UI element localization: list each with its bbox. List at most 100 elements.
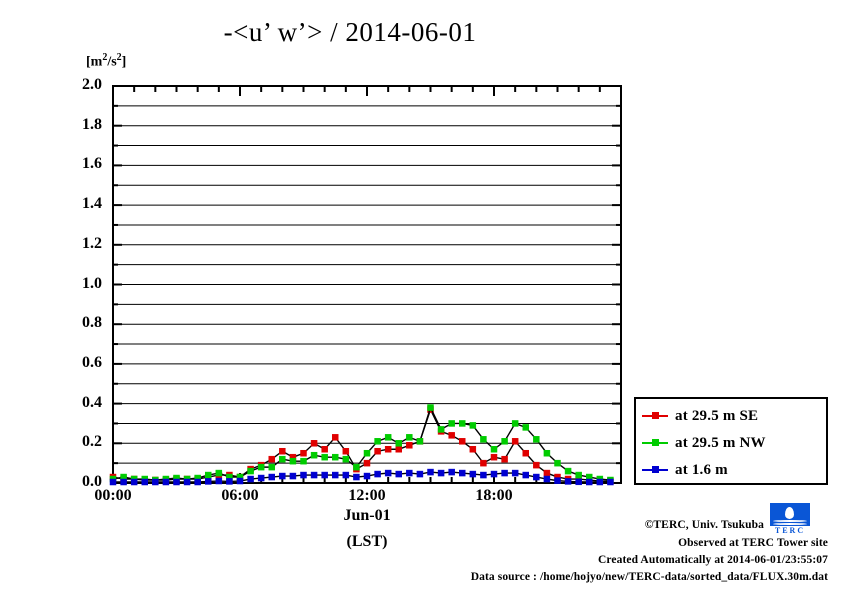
data-point xyxy=(575,478,582,486)
data-point xyxy=(586,478,593,486)
data-point xyxy=(543,449,551,457)
data-point xyxy=(533,436,540,443)
data-point xyxy=(395,470,402,478)
data-point xyxy=(342,471,350,479)
data-point xyxy=(342,447,350,455)
data-point xyxy=(564,478,572,485)
data-point xyxy=(279,447,286,455)
data-point xyxy=(141,478,148,486)
data-point xyxy=(300,471,307,479)
x-tick-label: 18:00 xyxy=(475,487,513,504)
data-point xyxy=(268,463,275,471)
x-axis-timezone-caption: (LST) xyxy=(346,533,388,550)
data-point xyxy=(575,471,582,479)
data-point xyxy=(459,438,466,445)
water-drop-icon xyxy=(785,507,794,519)
data-point xyxy=(511,420,519,427)
data-point xyxy=(554,459,561,467)
footer-copyright: ©TERC, Univ. Tsukuba xyxy=(644,519,764,531)
data-point xyxy=(448,468,455,476)
data-point xyxy=(543,475,551,483)
data-point xyxy=(543,469,551,477)
data-point xyxy=(490,453,498,461)
data-point xyxy=(607,478,614,486)
data-point xyxy=(374,470,381,478)
data-point xyxy=(279,472,286,480)
legend-label-1: at 29.5 m NW xyxy=(675,434,766,451)
data-point xyxy=(480,459,487,467)
data-point xyxy=(183,478,191,486)
legend-label-2: at 1.6 m xyxy=(675,461,728,478)
data-point xyxy=(522,449,529,457)
data-point xyxy=(459,420,466,427)
legend: at 29.5 m SE at 29.5 m NW at 1.6 m xyxy=(634,397,828,485)
y-tick-label: 1.6 xyxy=(82,155,102,173)
x-tick-label: 12:00 xyxy=(348,487,386,504)
x-tick-label: 06:00 xyxy=(221,487,259,504)
data-point xyxy=(268,473,275,481)
data-point xyxy=(480,436,487,443)
data-point xyxy=(406,434,413,441)
data-point xyxy=(310,440,318,447)
y-tick-label: 1.4 xyxy=(82,195,102,213)
series-line-0 xyxy=(112,407,611,482)
data-point xyxy=(332,453,339,461)
data-point xyxy=(490,446,498,453)
data-point xyxy=(374,438,381,445)
data-point xyxy=(152,478,159,486)
data-point xyxy=(215,469,223,477)
data-point xyxy=(289,457,297,465)
data-point xyxy=(194,478,201,486)
y-unit-sup-2: 2 xyxy=(116,52,122,63)
legend-item-1: at 29.5 m NW xyxy=(642,431,766,455)
y-tick-label: 1.8 xyxy=(82,115,102,133)
data-point xyxy=(501,438,508,445)
terc-logo-band: TERC xyxy=(770,526,810,535)
data-point xyxy=(533,461,540,469)
data-point xyxy=(205,471,212,479)
data-point xyxy=(522,471,529,479)
data-point xyxy=(469,470,477,478)
footer-observed-at: Observed at TERC Tower site xyxy=(678,537,828,549)
y-tick-label: 0.8 xyxy=(82,314,102,332)
data-point xyxy=(205,478,212,485)
legend-label-0: at 29.5 m SE xyxy=(675,407,759,424)
y-tick-label: 0.6 xyxy=(82,353,102,371)
data-point xyxy=(226,478,233,485)
data-point xyxy=(384,469,392,477)
chart-title: -<u’ w’> / 2014-06-01 xyxy=(223,17,477,47)
data-point xyxy=(279,455,286,463)
data-point xyxy=(416,438,424,445)
data-point xyxy=(522,424,529,431)
y-unit-base: [m xyxy=(86,54,103,70)
data-point xyxy=(342,455,350,463)
data-point xyxy=(469,446,477,453)
data-point xyxy=(332,434,339,441)
wave-line-icon-1 xyxy=(773,520,807,522)
x-tick-label: 00:00 xyxy=(94,487,132,504)
data-point xyxy=(332,471,339,479)
data-point xyxy=(310,471,318,479)
data-point xyxy=(448,432,455,439)
data-point xyxy=(363,449,371,457)
data-point xyxy=(416,470,424,478)
data-point xyxy=(448,420,455,427)
data-point xyxy=(427,468,434,476)
legend-item-2: at 1.6 m xyxy=(642,458,728,482)
data-point xyxy=(321,446,328,453)
data-point xyxy=(395,440,402,447)
data-point xyxy=(162,478,170,486)
y-tick-label: 0.0 xyxy=(82,473,102,490)
legend-marker-icon-0 xyxy=(642,410,668,422)
data-point xyxy=(490,470,498,478)
data-point xyxy=(596,478,604,486)
terc-logo-text: TERC xyxy=(774,526,806,535)
data-point xyxy=(353,463,360,471)
y-tick-label: 1.2 xyxy=(82,234,102,252)
legend-marker-icon-2 xyxy=(642,464,668,476)
data-point xyxy=(353,473,360,481)
data-point xyxy=(469,422,477,429)
y-tick-label: 1.0 xyxy=(82,274,102,292)
